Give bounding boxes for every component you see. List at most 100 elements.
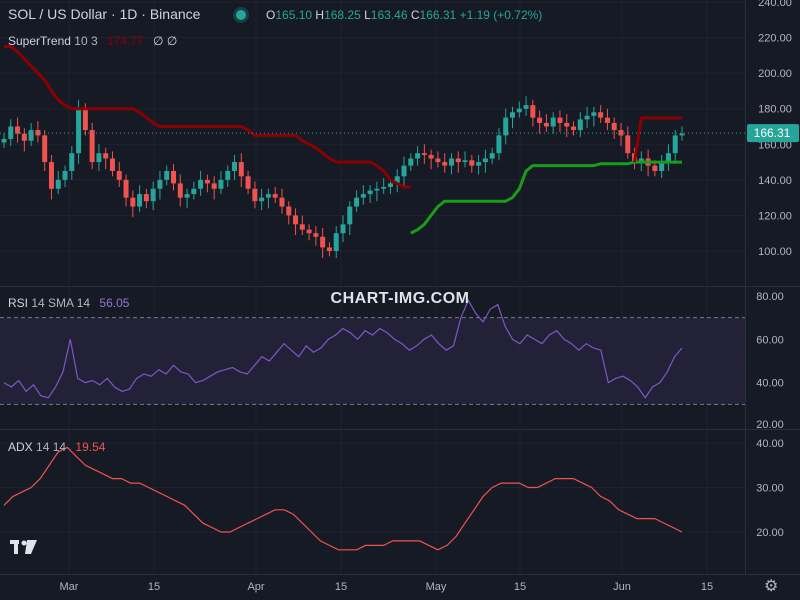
candle-body — [326, 247, 332, 251]
supertrend-value: 174.77 — [106, 34, 144, 48]
candle-body — [245, 176, 251, 189]
candle-body — [564, 122, 570, 127]
candle-body — [503, 117, 509, 136]
candle-body — [55, 179, 61, 189]
y-tick-label: 160.00 — [758, 139, 792, 151]
y-tick-label: 140.00 — [758, 175, 792, 187]
adx-legend[interactable]: ADX 14 14 19.54 — [8, 440, 105, 454]
candle-body — [360, 194, 366, 198]
rsi-value: 56.05 — [99, 296, 130, 310]
high-value: 168.25 — [324, 8, 361, 22]
candle-body — [28, 130, 34, 141]
rsi-legend[interactable]: RSI 14 SMA 14 56.05 — [8, 296, 129, 310]
adx-name: ADX — [8, 440, 33, 454]
candle-body — [76, 108, 82, 154]
candle-body — [116, 170, 122, 180]
gear-icon[interactable]: ⚙ — [764, 578, 779, 595]
candle-body — [42, 135, 48, 163]
candle-body — [21, 133, 27, 141]
candle-body — [96, 153, 102, 163]
candle-body — [462, 160, 468, 163]
candle-body — [387, 183, 393, 187]
candle-body — [557, 117, 563, 123]
candle-body — [279, 197, 285, 207]
candle-body — [340, 224, 346, 234]
adx-line — [3, 446, 683, 551]
rsi-band-fill — [0, 317, 745, 405]
candle-body — [103, 153, 109, 159]
candle-body — [184, 194, 190, 198]
candle-body — [137, 194, 143, 207]
x-tick-label: 15 — [701, 581, 713, 593]
candle-body — [177, 183, 183, 198]
candle-body — [171, 170, 176, 184]
rsi-line — [3, 298, 683, 399]
candle-body — [665, 153, 671, 163]
candle-body — [543, 122, 549, 127]
candle-body — [1, 138, 7, 143]
candle-body — [69, 153, 75, 171]
y-tick-label: 180.00 — [758, 104, 792, 116]
candle-body — [550, 117, 556, 127]
live-status-icon — [236, 10, 246, 20]
ohlc-readout: O165.10 H168.25 L163.46 C166.31 +1.19 (+… — [266, 8, 542, 22]
candle-body — [89, 130, 95, 163]
adx-value: 19.54 — [75, 440, 106, 454]
candle-body — [109, 158, 115, 171]
chart-title: SOL / US Dollar · 1D · Binance — [8, 6, 201, 22]
candle-body — [571, 126, 577, 131]
candle-body — [537, 117, 543, 123]
candle-body — [577, 119, 583, 131]
x-tick-label: Apr — [247, 581, 264, 593]
low-value: 163.46 — [370, 8, 408, 22]
supertrend-up-line — [410, 160, 682, 235]
supertrend-name: SuperTrend — [8, 34, 71, 48]
x-tick-label: 15 — [514, 581, 526, 593]
candle-body — [62, 170, 68, 180]
high-label: H — [315, 8, 325, 22]
candle-body — [299, 224, 305, 230]
candle-body — [455, 158, 461, 163]
x-tick-label: 15 — [148, 581, 160, 593]
candle-body — [259, 197, 265, 202]
candle-body — [354, 197, 360, 207]
adx-params: 14 14 — [36, 440, 67, 454]
candle-body — [82, 108, 88, 131]
candle-body — [306, 229, 312, 234]
y-tick-label: 120.00 — [758, 210, 792, 222]
open-value: 165.10 — [275, 8, 313, 22]
candle-body — [164, 170, 170, 180]
rsi-name: RSI — [8, 296, 29, 310]
y-tick-label: 220.00 — [758, 33, 792, 45]
candle-body — [496, 135, 502, 154]
close-label: C — [410, 8, 420, 22]
candle-body — [652, 165, 658, 171]
candle-body — [428, 154, 434, 159]
candle-body — [48, 162, 54, 189]
candle-body — [157, 179, 163, 189]
candle-body — [15, 126, 21, 134]
candle-body — [123, 179, 129, 198]
candle-body — [510, 112, 515, 118]
supertrend-down-line — [4, 45, 411, 189]
candle-body — [8, 126, 14, 139]
candle-body — [320, 236, 326, 248]
candle-body — [584, 115, 590, 120]
candle-body — [211, 183, 217, 189]
candle-body — [516, 108, 522, 113]
candle-body — [252, 188, 258, 202]
change-value: +1.19 (+0.72%) — [459, 8, 543, 22]
x-tick-label: Jun — [613, 581, 631, 593]
x-tick-label: May — [426, 581, 447, 593]
candle-body — [530, 105, 536, 118]
candle-body — [218, 179, 224, 189]
candle-body — [401, 165, 407, 177]
adx-tick-label: 20.00 — [756, 527, 784, 539]
candle-body — [659, 162, 665, 171]
candle-body — [265, 194, 271, 198]
supertrend-legend[interactable]: SuperTrend 10 3 174.77 ∅ ∅ — [8, 34, 177, 48]
candles-group — [1, 96, 685, 259]
candle-body — [394, 176, 400, 184]
y-tick-label: 200.00 — [758, 68, 792, 80]
